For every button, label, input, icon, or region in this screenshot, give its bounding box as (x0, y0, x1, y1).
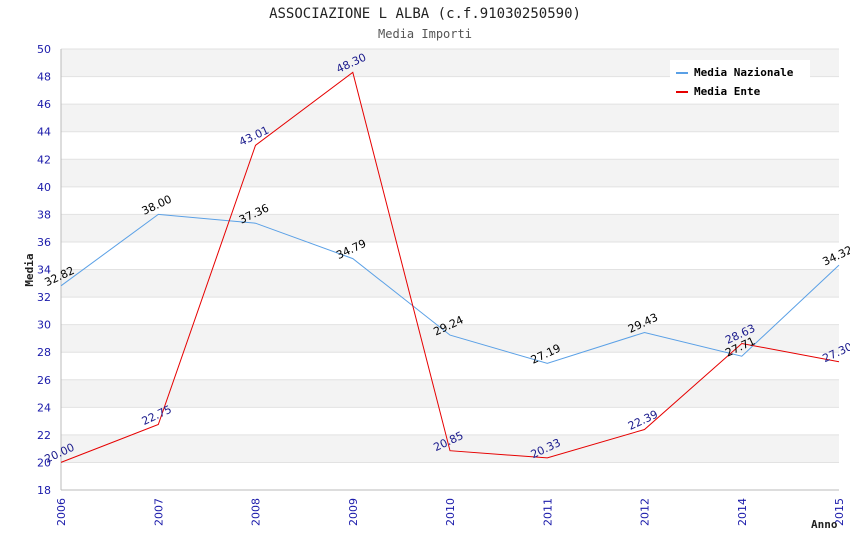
grid-band (61, 407, 839, 435)
x-tick-label: 2006 (55, 498, 68, 526)
y-tick-label: 26 (37, 374, 51, 387)
series-line (60, 71, 840, 463)
grid-band (61, 324, 839, 353)
x-tick-label: 2015 (833, 498, 846, 526)
y-axis-ticks: 18 20 22 24 26 28 30 32 34 36 38 40 42 44 46 48 50 (37, 43, 51, 497)
grid-band (61, 241, 839, 270)
x-tick-label: 2014 (736, 498, 749, 526)
x-tick-label: 2012 (639, 498, 652, 526)
x-axis-label: Anno (811, 518, 838, 531)
y-tick-label: 36 (37, 236, 51, 249)
grid-band (61, 434, 839, 463)
x-tick-label: 2010 (444, 498, 457, 526)
y-tick-label: 24 (37, 401, 51, 414)
y-tick-label: 48 (37, 71, 51, 84)
y-tick-label: 22 (37, 429, 51, 442)
grid-band (61, 297, 839, 325)
grid-band (61, 352, 839, 380)
x-tick-label: 2011 (541, 498, 554, 526)
legend-label: Media Nazionale (694, 66, 794, 79)
grid-band (61, 159, 839, 187)
grid-band (61, 269, 839, 298)
y-tick-label: 46 (37, 98, 51, 111)
y-tick-label: 30 (37, 319, 51, 332)
grid-band (61, 104, 839, 132)
y-tick-label: 34 (37, 264, 51, 277)
y-tick-label: 38 (37, 208, 51, 221)
y-tick-label: 40 (37, 181, 51, 194)
chart-subtitle: Media Importi (378, 27, 472, 41)
x-axis-ticks: 2006 2007 2008 2009 2010 2011 2012 2014 2015 (55, 498, 846, 526)
y-tick-label: 50 (37, 43, 51, 56)
legend-label: Media Ente (694, 85, 761, 98)
chart-title: ASSOCIAZIONE L ALBA (c.f.91030250590) (269, 6, 581, 22)
grid-band (61, 214, 839, 242)
grid-bands (60, 48, 839, 491)
x-tick-label: 2007 (152, 498, 165, 526)
y-tick-label: 32 (37, 291, 51, 304)
x-tick-label: 2009 (347, 498, 360, 526)
y-tick-label: 18 (37, 484, 51, 497)
y-tick-label: 42 (37, 153, 51, 166)
grid-band (61, 186, 839, 215)
y-tick-label: 44 (37, 126, 51, 139)
series-lines (60, 71, 840, 463)
series-line (60, 213, 840, 364)
grid-band (61, 462, 839, 490)
grid-band (61, 379, 839, 408)
grid-band (61, 131, 839, 160)
y-tick-label: 20 (37, 456, 51, 469)
y-tick-label: 28 (37, 346, 51, 359)
y-axis-label: Media (23, 253, 36, 286)
x-tick-label: 2008 (250, 498, 263, 526)
legend-box (670, 60, 810, 102)
legend: Media Nazionale Media Ente (670, 60, 810, 102)
